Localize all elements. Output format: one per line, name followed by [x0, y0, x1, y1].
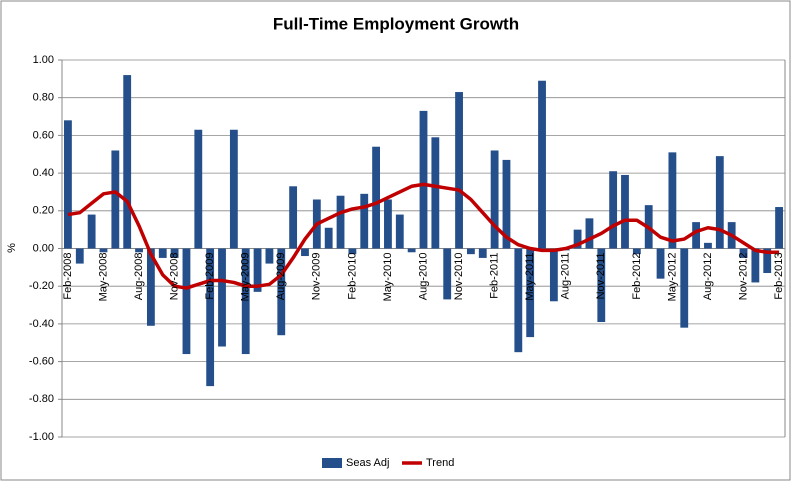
bar	[621, 174, 629, 249]
bar	[87, 214, 96, 249]
chart-title: Full-Time Employment Growth	[273, 14, 519, 33]
bar	[597, 248, 606, 323]
x-tick-label: Nov-2012	[737, 253, 749, 301]
bar	[135, 248, 143, 253]
bar	[218, 248, 226, 347]
bar	[194, 129, 203, 249]
chart-frame	[0, 0, 791, 481]
bar	[206, 248, 215, 387]
bar	[75, 248, 84, 264]
bar	[526, 248, 535, 338]
x-tick-label: Aug-2008	[133, 253, 145, 301]
bar	[265, 248, 274, 264]
bar	[336, 195, 345, 249]
x-tick-label: Aug-2011	[560, 253, 572, 300]
x-tick-label: Feb-2009	[204, 253, 216, 300]
x-tick-label: May-2008	[97, 253, 109, 302]
y-tick-label: -0.80	[29, 393, 54, 405]
x-tick-label: Nov-2010	[453, 253, 465, 301]
x-tick-label: Feb-2010	[346, 253, 358, 300]
bar	[111, 150, 120, 249]
legend-label: Seas Adj	[346, 457, 389, 469]
bar	[668, 152, 677, 249]
legend-label: Trend	[426, 457, 454, 469]
bar	[656, 248, 665, 279]
y-tick-label: 0.40	[33, 167, 54, 179]
bar	[715, 156, 724, 249]
bar	[632, 248, 641, 255]
bar	[395, 214, 404, 249]
bar	[146, 248, 155, 326]
y-tick-label: -0.60	[29, 356, 54, 368]
bar	[64, 120, 72, 249]
bar	[514, 248, 523, 353]
trend-line	[67, 182, 780, 290]
bar	[277, 248, 286, 336]
y-axis-label: %	[6, 243, 18, 253]
bar	[549, 248, 558, 302]
bar	[182, 248, 191, 355]
bar	[763, 248, 772, 274]
bar	[301, 248, 309, 257]
bar	[680, 248, 689, 328]
bar	[609, 171, 618, 249]
bar	[431, 137, 440, 249]
bar	[466, 248, 475, 255]
bar	[585, 218, 594, 249]
bar	[324, 227, 333, 249]
bar	[692, 222, 701, 249]
bar	[253, 248, 262, 292]
x-tick-label: May-2010	[382, 253, 394, 302]
x-tick-label: Feb-2013	[773, 253, 785, 300]
y-tick-label: 1.00	[33, 54, 54, 66]
bar	[478, 248, 487, 258]
bar	[538, 80, 546, 249]
bar	[739, 248, 748, 258]
y-tick-label: -0.20	[29, 280, 54, 292]
bar	[229, 129, 238, 249]
y-tick-label: 0.00	[33, 242, 54, 254]
y-tick-label: 0.60	[33, 129, 54, 141]
bar	[751, 248, 760, 283]
x-tick-label: May-2009	[240, 253, 252, 302]
bar	[455, 92, 463, 249]
bar	[443, 248, 452, 300]
bar	[372, 146, 381, 249]
bar	[407, 248, 416, 253]
x-tick-label: Aug-2009	[275, 253, 287, 301]
bar	[502, 159, 511, 249]
bar	[419, 110, 428, 249]
x-tick-label: Feb-2011	[489, 253, 501, 299]
legend-swatch	[322, 458, 342, 468]
x-tick-label: Aug-2012	[702, 253, 714, 301]
x-tick-label: Nov-2011	[595, 253, 607, 300]
x-tick-label: Nov-2009	[311, 253, 323, 301]
bar	[704, 242, 712, 249]
bar	[384, 199, 392, 249]
bar	[775, 207, 783, 249]
bar	[99, 248, 108, 253]
bar	[289, 186, 298, 249]
x-tick-label: Feb-2008	[62, 253, 74, 300]
bar	[490, 150, 499, 249]
bar	[348, 248, 357, 255]
bar	[123, 75, 132, 249]
bar	[360, 193, 369, 249]
y-tick-label: -0.40	[29, 318, 54, 330]
y-tick-label: -1.00	[29, 431, 54, 443]
bar	[170, 248, 179, 258]
x-tick-label: May-2012	[666, 253, 678, 302]
x-tick-label: Aug-2010	[417, 253, 429, 301]
x-tick-label: Feb-2012	[631, 253, 643, 300]
x-tick-label: May-2011	[524, 253, 536, 301]
bar	[241, 248, 250, 355]
bar	[573, 229, 582, 249]
x-tick-label: Nov-2008	[169, 253, 181, 301]
bar	[158, 248, 167, 258]
y-tick-label: 0.80	[33, 92, 54, 104]
y-tick-label: 0.20	[33, 205, 54, 217]
